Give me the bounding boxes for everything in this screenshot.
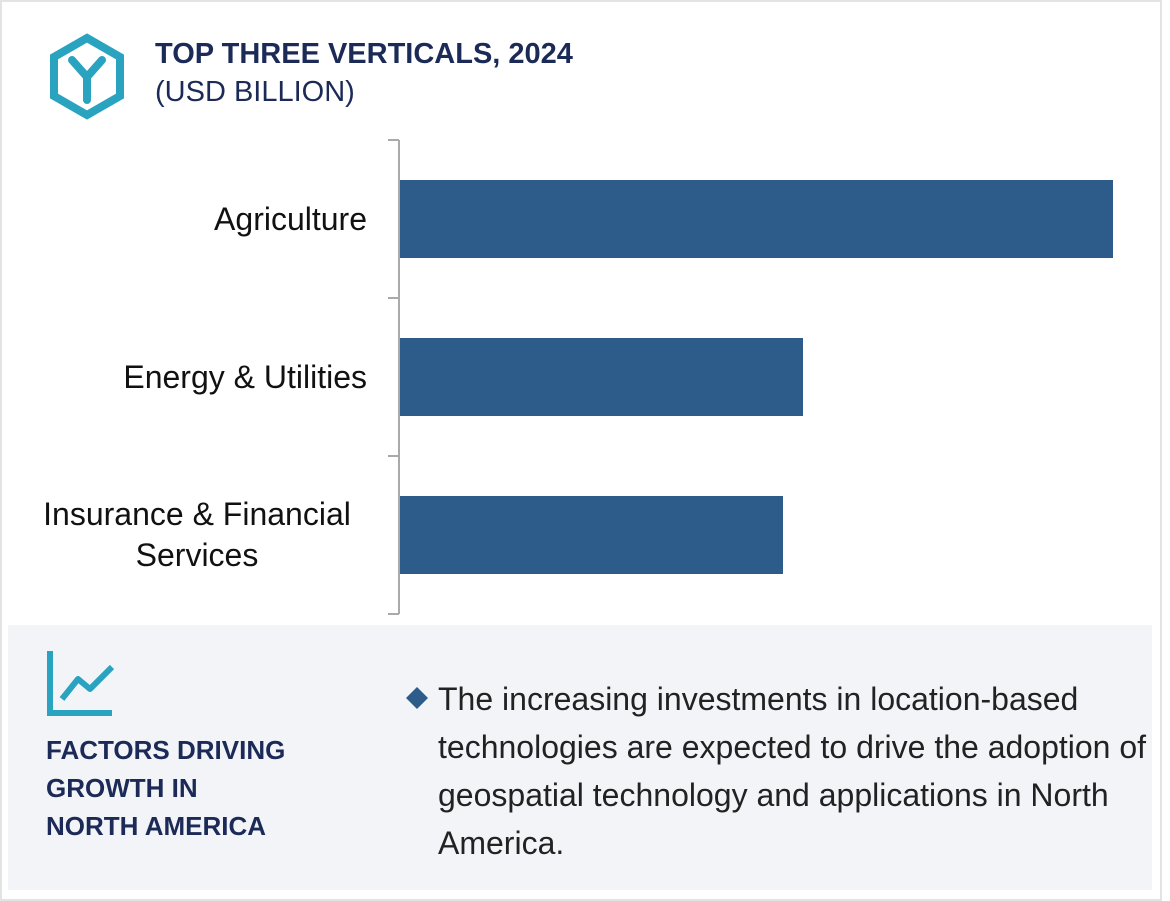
category-cell: Agriculture (27, 140, 367, 298)
factor-text: The increasing investments in location-b… (438, 681, 1147, 861)
chart-subtitle: (USD BILLION) (155, 76, 355, 108)
category-cell: Energy & Utilities (27, 298, 367, 456)
factors-title: NORTH AMERICA (46, 811, 267, 841)
logo-hexagon (50, 33, 124, 120)
y-tick-label: Agriculture (214, 200, 367, 237)
factors-title: FACTORS DRIVING (46, 735, 286, 765)
factors-panel: FACTORS DRIVING GROWTH IN NORTH AMERICA … (8, 625, 1152, 890)
bullet-diamond (406, 687, 428, 709)
bar (400, 180, 1113, 258)
bar (400, 338, 803, 416)
bar (400, 496, 783, 574)
category-cell: Insurance & Financial Services (27, 456, 367, 614)
factors-title: GROWTH IN (46, 773, 198, 803)
growth-icon (47, 651, 115, 716)
y-tick-label: Energy & Utilities (123, 358, 367, 395)
logo-mark (68, 56, 106, 104)
chart-title: TOP THREE VERTICALS, 2024 (155, 38, 573, 70)
y-tick-label: Insurance & Financial Services (43, 496, 351, 573)
